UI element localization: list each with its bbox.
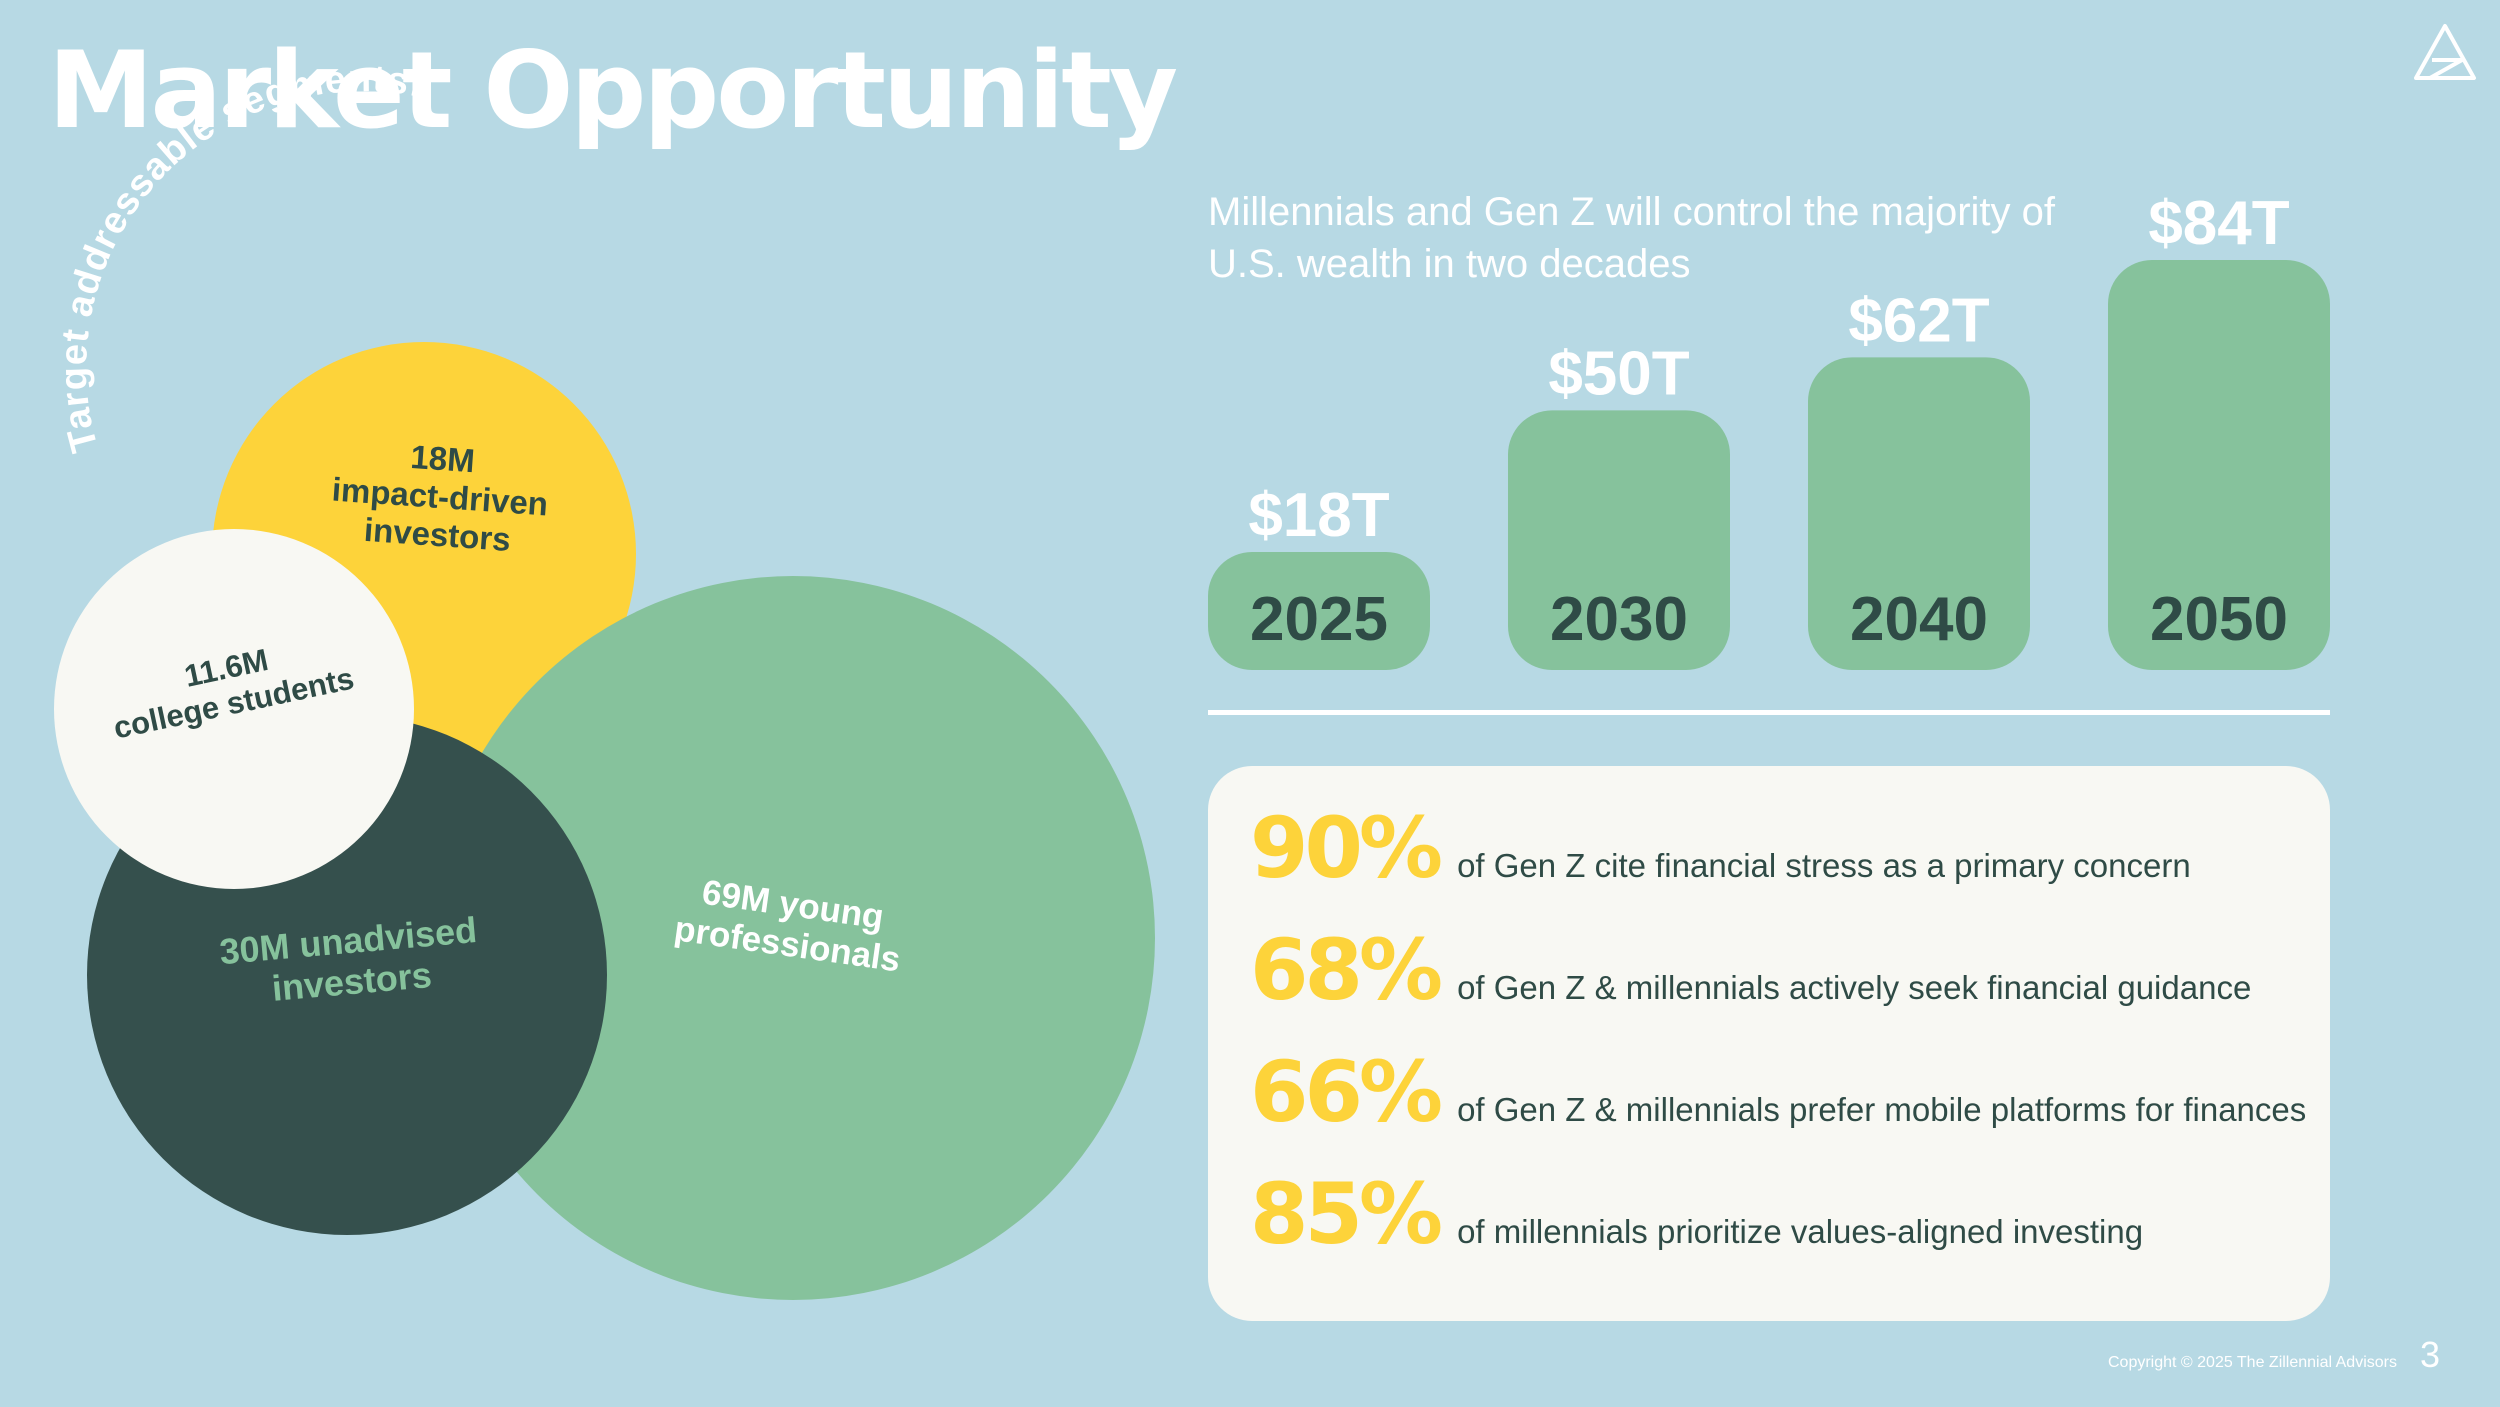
- chart-bar: [1808, 357, 2030, 670]
- chart-value-label: $50T: [1548, 339, 1689, 408]
- segment-label-line: investors: [362, 510, 512, 558]
- segment-label-line: investors: [270, 954, 434, 1010]
- wealth-bar-chart: 2025 $18T 2030 $50T 2040 $62T 2050 $84T: [1200, 150, 2340, 720]
- copyright-text: Copyright © 2025 The Zillennial Advisors: [2108, 1354, 2397, 1371]
- stat-text: of Gen Z & millennials prefer mobile pla…: [1457, 1091, 2307, 1128]
- segment-label-line: 69M young: [699, 872, 887, 937]
- stat-value: 90%: [1250, 799, 1443, 897]
- chart-bar: [1208, 552, 1430, 670]
- chart-value-label: $62T: [1848, 286, 1989, 355]
- stat-text: of Gen Z & millennials actively seek fin…: [1457, 969, 2252, 1006]
- chart-bar: [2108, 260, 2330, 670]
- stat-text: of Gen Z cite financial stress as a prim…: [1457, 847, 2191, 884]
- stat-row: 85% of millennials prioritize values-ali…: [1250, 1172, 2143, 1262]
- segment-label-line: 11.6M: [181, 642, 272, 694]
- segment-label-line: 30M unadvised: [217, 908, 479, 973]
- segment-label-college: 11.6M college students: [76, 620, 384, 752]
- stat-row: 90% of Gen Z cite financial stress as a …: [1250, 806, 2191, 896]
- chart-baseline: [1208, 710, 2330, 715]
- chart-category-label: 2050: [2150, 585, 2288, 654]
- segments-venn-graphic: Target addressable segments:: [53, 58, 1155, 1300]
- stat-value: 68%: [1250, 921, 1443, 1019]
- chart-category-label: 2030: [1550, 585, 1688, 654]
- segment-label-line: impact-driven: [330, 470, 550, 523]
- segment-circle-impact: [212, 342, 636, 766]
- triangle-logo-icon: [2414, 24, 2476, 80]
- stat-row: 68% of Gen Z & millennials actively seek…: [1250, 928, 2251, 1018]
- chart-value-label: $84T: [2148, 189, 2289, 258]
- segment-label-young: 69M young professionals: [656, 867, 925, 983]
- segment-circle-young: [431, 576, 1155, 1300]
- chart-bar: [1508, 410, 1730, 670]
- segment-label-line: professionals: [671, 909, 903, 980]
- stat-value: 85%: [1250, 1165, 1443, 1263]
- page-title: Market Opportunity: [48, 29, 1178, 152]
- stat-text: of millennials prioritize values-aligned…: [1457, 1213, 2144, 1250]
- stat-value: 66%: [1250, 1043, 1443, 1141]
- stat-row: 66% of Gen Z & millennials prefer mobile…: [1250, 1050, 2306, 1140]
- segment-circle-unadvised: [87, 715, 607, 1235]
- segment-label-line: college students: [110, 660, 357, 746]
- segment-label-impact: 18M impact-driven investors: [306, 431, 573, 563]
- chart-category-label: 2025: [1250, 585, 1388, 654]
- chart-title: Millennials and Gen Z will control the m…: [1208, 190, 2056, 286]
- segments-venn: Target addressable segments: 18M impact-…: [0, 0, 1200, 1407]
- segment-label-unadvised: 30M unadvised investors: [197, 907, 503, 1016]
- chart-category-label: 2040: [1850, 585, 1988, 654]
- chart-value-label: $18T: [1248, 481, 1389, 550]
- stats-card: 90% of Gen Z cite financial stress as a …: [1208, 766, 2330, 1321]
- segment-label-line: 18M: [409, 437, 476, 480]
- wealth-bar-chart-svg: 2025 $18T 2030 $50T 2040 $62T 2050 $84T: [1208, 189, 2330, 670]
- page-number: 3: [2420, 1334, 2441, 1375]
- segment-circle-college: [54, 529, 414, 889]
